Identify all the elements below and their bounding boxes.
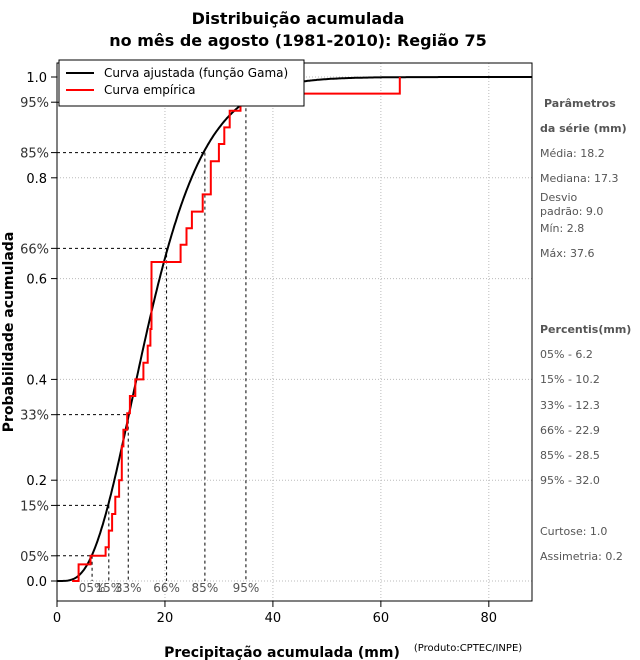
percentile-y-label: 05% bbox=[20, 550, 49, 565]
percentile-y-label: 15% bbox=[20, 499, 49, 514]
y-tick-label: 0.4 bbox=[26, 373, 47, 388]
series-empirical-line bbox=[72, 77, 401, 582]
percentile-x-label: 05% bbox=[79, 581, 106, 595]
legend-label-empirical: Curva empírica bbox=[104, 83, 195, 97]
params-heading-1: Parâmetros bbox=[544, 97, 616, 110]
param-max: Máx: 37.6 bbox=[540, 247, 594, 260]
grid-layer bbox=[56, 63, 532, 601]
params-heading-2: da série (mm) bbox=[540, 122, 627, 135]
param-desvio-1: Desvio bbox=[540, 191, 578, 204]
percentile-x-label: 66% bbox=[153, 581, 180, 595]
legend-label-fit: Curva ajustada (função Gama) bbox=[104, 66, 288, 80]
x-tick-label: 20 bbox=[157, 611, 174, 626]
y-tick-label: 1.0 bbox=[26, 71, 47, 86]
x-tick-label: 60 bbox=[373, 611, 390, 626]
percentil-15: 15% - 10.2 bbox=[540, 373, 600, 386]
chart-title-line1: Distribuição acumulada bbox=[192, 9, 405, 28]
percentile-guides bbox=[57, 101, 247, 581]
param-desvio-2: padrão: 9.0 bbox=[540, 205, 603, 218]
x-tick-label: 40 bbox=[265, 611, 282, 626]
param-mediana: Mediana: 17.3 bbox=[540, 172, 618, 185]
series-parameters-panel: Parâmetros da série (mm) Média: 18.2 Med… bbox=[540, 97, 631, 563]
y-tick-label: 0.2 bbox=[26, 474, 47, 489]
percentil-33: 33% - 12.3 bbox=[540, 399, 600, 412]
param-media: Média: 18.2 bbox=[540, 147, 605, 160]
legend: Curva ajustada (função Gama) Curva empír… bbox=[58, 59, 305, 107]
percentile-y-label: 95% bbox=[20, 96, 49, 111]
percentis-heading: Percentis(mm) bbox=[540, 323, 631, 336]
product-note: (Produto:CPTEC/INPE) bbox=[414, 643, 522, 654]
param-assimetria: Assimetria: 0.2 bbox=[540, 550, 623, 563]
param-curtose: Curtose: 1.0 bbox=[540, 525, 607, 538]
percentile-x-label: 15% bbox=[95, 581, 122, 595]
x-tick-label: 0 bbox=[53, 611, 61, 626]
y-axis-title: Probabilidade acumulada bbox=[1, 232, 17, 433]
percentile-y-label: 66% bbox=[20, 242, 49, 257]
percentile-x-label: 85% bbox=[192, 581, 219, 595]
y-tick-label: 0.6 bbox=[26, 273, 47, 288]
chart-title-line2: no mês de agosto (1981-2010): Região 75 bbox=[109, 31, 486, 50]
percentile-y-label: 33% bbox=[20, 409, 49, 424]
y-tick-label: 0.0 bbox=[26, 575, 47, 590]
percentile-y-label: 85% bbox=[20, 147, 49, 162]
x-axis-title: Precipitação acumulada (mm) bbox=[164, 645, 400, 660]
y-tick-label: 0.8 bbox=[26, 172, 47, 187]
percentil-66: 66% - 22.9 bbox=[540, 424, 600, 437]
percentile-x-label: 33% bbox=[115, 581, 142, 595]
percentil-95: 95% - 32.0 bbox=[540, 474, 600, 487]
legend-box bbox=[58, 59, 305, 107]
axes: 0 20 40 60 800.00.20.40.60.81.005%05%15%15%3… bbox=[20, 71, 497, 626]
percentil-05: 05% - 6.2 bbox=[540, 348, 593, 361]
percentile-x-label: 95% bbox=[233, 581, 260, 595]
param-min: Mín: 2.8 bbox=[540, 222, 584, 235]
plot-area-border bbox=[56, 62, 533, 602]
x-tick-label: 80 bbox=[481, 611, 498, 626]
percentil-85: 85% - 28.5 bbox=[540, 449, 600, 462]
